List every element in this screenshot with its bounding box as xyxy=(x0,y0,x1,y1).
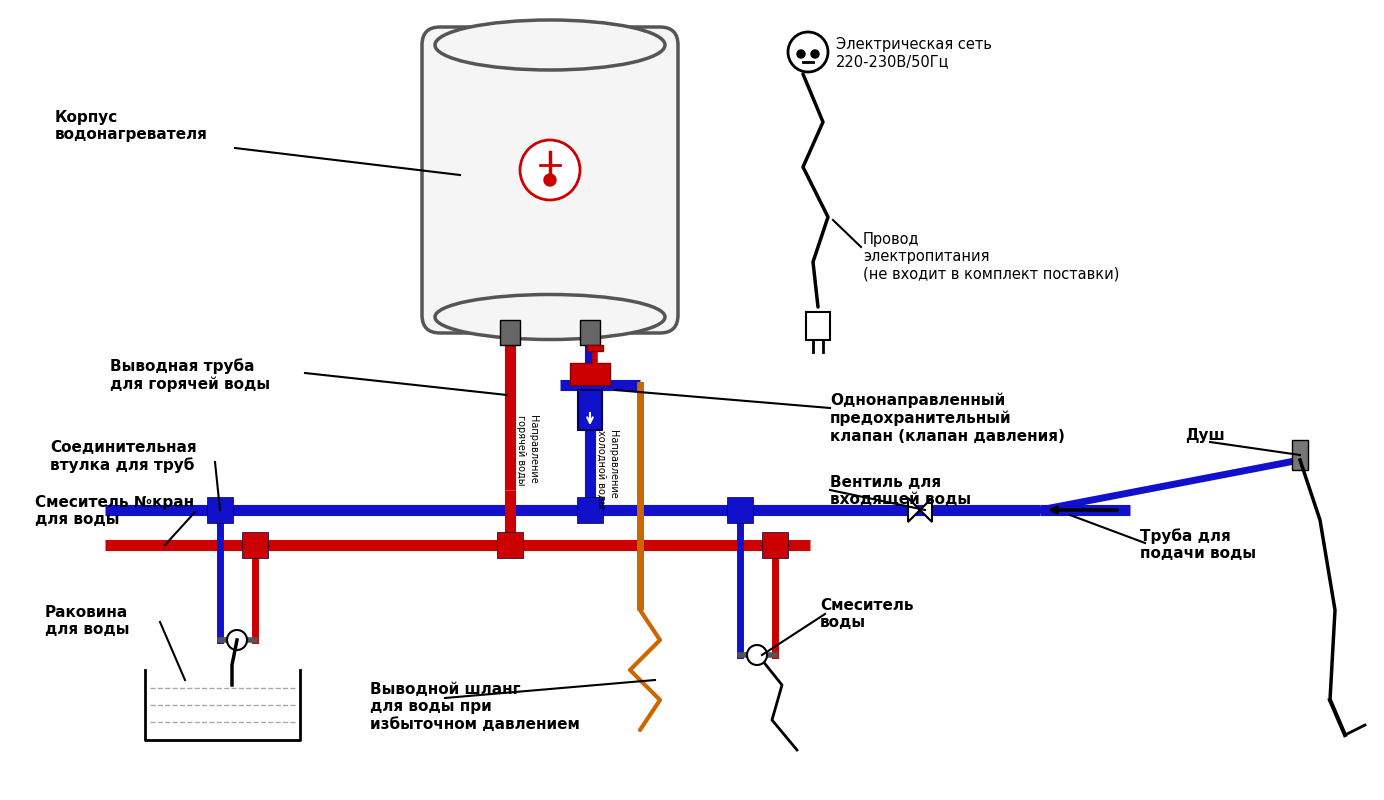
Circle shape xyxy=(811,50,819,58)
Bar xyxy=(570,363,610,385)
Text: Смеситель №кран
для воды: Смеситель №кран для воды xyxy=(35,495,194,527)
Polygon shape xyxy=(908,498,931,522)
Text: Смеситель
воды: Смеситель воды xyxy=(819,598,913,630)
Ellipse shape xyxy=(435,294,664,339)
Text: Раковина
для воды: Раковина для воды xyxy=(46,605,130,638)
Text: Выводной шланг
для воды при
избыточном давлением: Выводной шланг для воды при избыточном д… xyxy=(370,682,580,732)
Text: Вентиль для
входящей воды: Вентиль для входящей воды xyxy=(830,475,972,507)
Bar xyxy=(727,497,753,523)
Bar xyxy=(1293,440,1308,470)
Ellipse shape xyxy=(435,20,664,70)
Text: Выводная труба
для горячей воды: Выводная труба для горячей воды xyxy=(109,358,270,392)
FancyBboxPatch shape xyxy=(422,27,678,333)
Bar xyxy=(587,345,603,351)
Circle shape xyxy=(520,140,580,200)
Bar xyxy=(579,390,602,430)
Bar xyxy=(497,532,523,558)
Text: Электрическая сеть
220-230В/50Гц: Электрическая сеть 220-230В/50Гц xyxy=(836,37,992,70)
Circle shape xyxy=(787,32,828,72)
Text: Труба для
подачи воды: Труба для подачи воды xyxy=(1140,528,1257,561)
Text: Направление
горячей воды: Направление горячей воды xyxy=(516,415,537,486)
Text: Однонаправленный
предохранительный
клапан (клапан давления): Однонаправленный предохранительный клапа… xyxy=(830,393,1064,444)
Circle shape xyxy=(227,630,246,650)
Bar xyxy=(577,497,603,523)
Bar xyxy=(763,532,787,558)
Text: Соединительная
втулка для труб: Соединительная втулка для труб xyxy=(50,440,197,474)
Circle shape xyxy=(797,50,805,58)
Bar xyxy=(208,497,233,523)
Bar xyxy=(500,320,520,345)
Bar xyxy=(242,532,268,558)
Bar xyxy=(580,320,601,345)
Text: Корпус
водонагревателя: Корпус водонагревателя xyxy=(55,110,208,142)
Text: Направление
холодной воды: Направление холодной воды xyxy=(597,430,617,508)
Text: Душ: Душ xyxy=(1185,428,1225,443)
Circle shape xyxy=(544,174,556,186)
Circle shape xyxy=(747,645,767,665)
Bar xyxy=(805,312,830,340)
Text: Провод
электропитания
(не входит в комплект поставки): Провод электропитания (не входит в компл… xyxy=(864,232,1120,282)
